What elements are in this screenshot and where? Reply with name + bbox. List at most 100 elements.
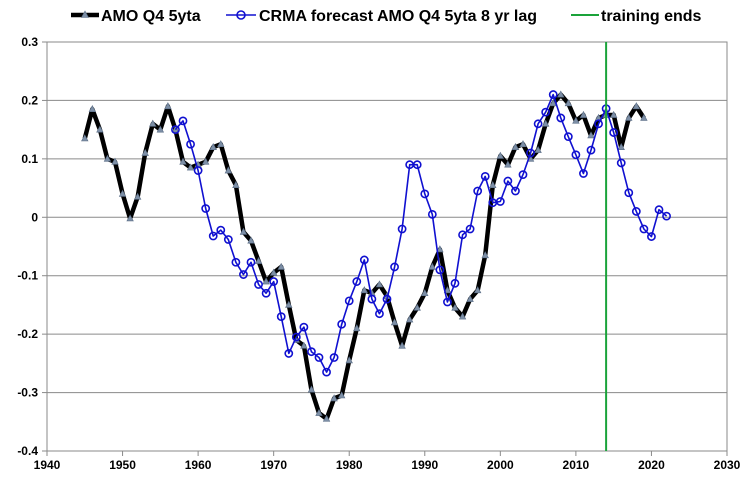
forecast-data-point <box>503 176 513 186</box>
amo-data-point <box>186 163 195 171</box>
x-tick-label: 1950 <box>109 458 136 472</box>
amo-data-point <box>300 341 308 349</box>
amo-data-point <box>337 391 346 399</box>
forecast-data-point <box>609 128 619 137</box>
forecast-data-point <box>352 277 362 286</box>
forecast-data-point <box>450 278 460 288</box>
y-tick-label: 0.1 <box>21 152 38 166</box>
amo-data-point <box>353 324 361 332</box>
forecast-data-point <box>269 277 279 286</box>
forecast-data-point <box>533 119 543 129</box>
amo-data-point <box>330 394 338 402</box>
amo-data-point <box>133 192 142 200</box>
forecast-data-point <box>239 270 248 279</box>
amo-data-point <box>224 166 233 174</box>
amo-data-point <box>451 303 459 311</box>
amo-data-point <box>564 99 573 107</box>
forecast-data-point <box>382 294 392 304</box>
amo-data-point <box>481 251 489 259</box>
forecast-data-point <box>171 125 180 135</box>
forecast-data-point <box>299 322 309 332</box>
forecast-data-point <box>541 107 551 117</box>
y-tick-label: 0.3 <box>21 35 38 49</box>
forecast-data-point <box>586 145 596 155</box>
amo-data-point <box>345 356 353 364</box>
forecast-data-point <box>480 171 490 181</box>
forecast-data-point <box>390 262 399 272</box>
amo-data-point <box>96 125 104 133</box>
forecast-data-point <box>624 188 634 198</box>
forecast-data-point <box>443 297 452 307</box>
forecast-data-point <box>435 265 445 275</box>
amo-data-point <box>232 181 240 188</box>
amo-data-point <box>262 277 270 285</box>
forecast-data-point <box>518 170 528 180</box>
forecast-data-point <box>412 160 422 170</box>
x-tick-label: 2000 <box>487 458 514 472</box>
forecast-data-point <box>571 150 581 160</box>
forecast-data-point <box>276 312 286 322</box>
y-tick-label: 0 <box>31 210 38 224</box>
amo-data-point <box>504 160 512 168</box>
amo-data-point <box>466 294 474 302</box>
amo-data-point <box>88 105 97 112</box>
forecast-data-point <box>563 132 573 142</box>
amo-data-point <box>201 157 210 165</box>
forecast-data-point <box>662 211 671 221</box>
amo-data-point <box>617 143 625 150</box>
amo-data-point <box>609 110 618 118</box>
y-tick-label: -0.4 <box>17 444 38 458</box>
forecast-data-point <box>654 205 664 215</box>
amo-data-point <box>436 245 444 253</box>
forecast-data-point <box>647 232 656 241</box>
x-tick-label: 1990 <box>411 458 438 472</box>
x-tick-label: 1980 <box>336 458 363 472</box>
forecast-data-point <box>261 288 271 298</box>
amo-data-point <box>640 113 648 121</box>
forecast-data-point <box>420 189 430 199</box>
amo-data-point <box>632 102 641 110</box>
amo-data-point <box>549 99 557 107</box>
forecast-data-point <box>375 309 384 319</box>
forecast-data-point <box>284 349 294 358</box>
forecast-data-point <box>216 225 226 235</box>
amo-data-point <box>428 262 437 270</box>
forecast-data-point <box>458 230 467 240</box>
amo-data-point <box>111 157 119 165</box>
forecast-data-point <box>307 347 316 357</box>
forecast-data-point <box>291 332 301 342</box>
legend-label-amo: AMO Q4 5yta <box>101 8 201 25</box>
y-tick-label: 0.2 <box>21 93 38 107</box>
amo-data-point <box>390 318 399 326</box>
forecast-data-point <box>254 280 263 289</box>
amo-data-point <box>217 140 225 148</box>
x-tick-label: 1940 <box>34 458 61 472</box>
forecast-data-point <box>359 255 369 265</box>
amo-data-point <box>625 113 633 121</box>
amo-data-point <box>209 143 217 150</box>
forecast-data-point <box>511 186 520 196</box>
amo-data-point <box>307 385 316 393</box>
forecast-data-point <box>246 257 256 267</box>
amo-data-point <box>458 312 467 320</box>
forecast-data-point <box>616 158 626 168</box>
forecast-data-point <box>201 204 211 213</box>
amo-data-point <box>322 414 331 422</box>
amo-data-point <box>572 116 580 124</box>
forecast-data-point <box>579 169 588 178</box>
amo-data-point <box>315 408 323 416</box>
y-tick-label: -0.1 <box>17 269 38 283</box>
forecast-data-point <box>594 119 603 129</box>
legend-label-training: training ends <box>601 8 702 25</box>
y-tick-labels: 0.3 0.2 0.1 0 -0.1 -0.2 -0.3 -0.4 <box>17 35 38 458</box>
forecast-data-point <box>329 353 339 362</box>
amo-data-point <box>360 286 369 294</box>
amo-data-point <box>489 181 497 188</box>
forecast-data-point <box>427 209 437 219</box>
amo-data-point <box>149 119 157 127</box>
amo-data-point <box>405 315 414 323</box>
forecast-data-point <box>344 296 354 306</box>
amo-data-point <box>277 262 285 270</box>
x-tick-labels: 1940 1950 1960 1970 1980 1990 2000 2010 2020 2030 <box>34 458 741 472</box>
